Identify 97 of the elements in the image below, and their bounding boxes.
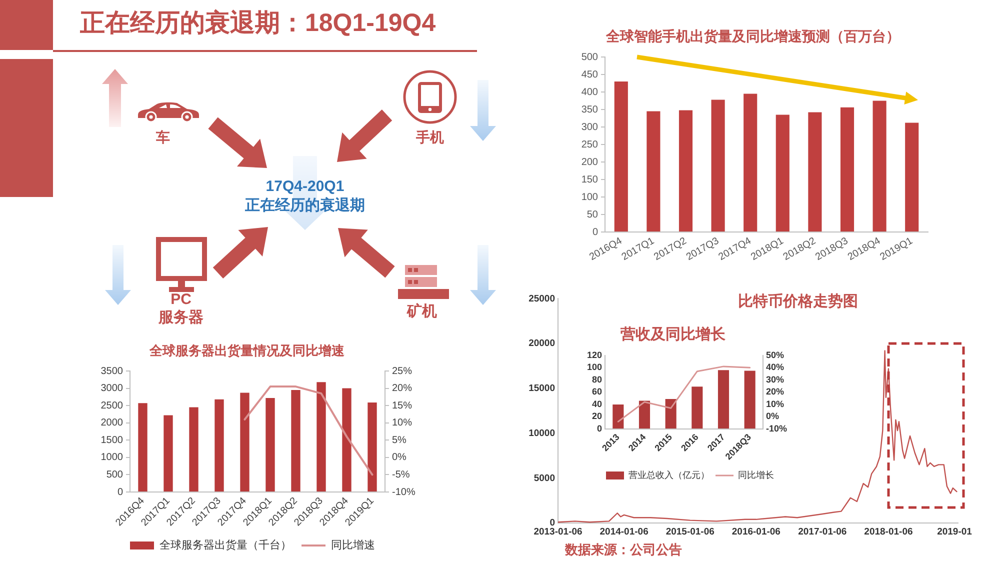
bar bbox=[342, 388, 352, 492]
y-tick-label: 3000 bbox=[100, 383, 124, 394]
bar bbox=[266, 398, 275, 492]
text: 矿机 bbox=[407, 303, 437, 320]
text: 正在经历的衰退期：18Q1-19Q4 bbox=[80, 9, 436, 38]
bar bbox=[612, 404, 624, 428]
x-tick-label: 2019-01 bbox=[937, 526, 973, 538]
chart-title: 全球智能手机出货量及同比增速预测（百万台） bbox=[606, 28, 900, 44]
bar bbox=[189, 407, 198, 492]
y2-tick-label: 40% bbox=[766, 362, 784, 372]
bar bbox=[368, 402, 377, 492]
bar bbox=[646, 111, 660, 232]
y2-tick-label: -10% bbox=[766, 423, 788, 434]
y-tick-label: 100 bbox=[581, 192, 598, 203]
y2-tick-label: 0% bbox=[392, 452, 407, 464]
text: 服务器 bbox=[158, 309, 204, 326]
y-tick-label: 400 bbox=[581, 86, 598, 98]
y-tick-label: 25000 bbox=[528, 293, 555, 304]
y2-tick-label: 25% bbox=[392, 366, 412, 377]
bar bbox=[776, 114, 790, 232]
y-tick-label: 300 bbox=[581, 122, 598, 133]
legend-label: 营业总收入（亿元） bbox=[628, 470, 710, 480]
y-tick-label: 20 bbox=[592, 411, 602, 422]
y-tick-label: 2000 bbox=[100, 418, 124, 429]
y2-tick-label: -5% bbox=[392, 469, 410, 480]
y-tick-label: 0 bbox=[592, 226, 598, 238]
y-tick-label: 0 bbox=[596, 423, 602, 434]
source-note: 数据来源：公司公告 bbox=[565, 542, 682, 558]
y-tick-label: 2500 bbox=[100, 400, 124, 412]
bar bbox=[840, 107, 854, 232]
bar bbox=[316, 382, 326, 492]
x-tick-label: 2017-01-06 bbox=[798, 526, 847, 538]
y-tick-label: 1500 bbox=[100, 434, 124, 446]
y-tick-label: 0 bbox=[550, 518, 555, 529]
y-tick-label: 500 bbox=[106, 469, 124, 480]
text: 17Q4-20Q1 bbox=[266, 178, 344, 196]
bar bbox=[808, 112, 822, 232]
bar bbox=[665, 398, 676, 428]
legend-label: 全球服务器出货量（千台） bbox=[160, 538, 292, 552]
chart-title: 营收及同比增长 bbox=[620, 326, 726, 344]
legend-label: 同比增长 bbox=[738, 470, 774, 480]
y2-tick-label: 10% bbox=[392, 418, 412, 429]
text: PC bbox=[170, 291, 192, 308]
y-tick-label: 500 bbox=[581, 52, 598, 63]
x-tick-label: 2015-01-06 bbox=[666, 526, 714, 538]
x-tick-label: 2018-01-06 bbox=[864, 526, 913, 538]
y-tick-label: 50 bbox=[586, 209, 598, 220]
y-tick-label: 20000 bbox=[528, 338, 555, 350]
bar bbox=[692, 386, 703, 428]
y-tick-label: 40 bbox=[592, 398, 602, 409]
text: 车 bbox=[156, 129, 170, 146]
y-tick-label: 150 bbox=[581, 174, 598, 186]
bar bbox=[240, 392, 250, 492]
x-tick-label: 2016-01-06 bbox=[732, 526, 780, 538]
y-tick-label: 250 bbox=[581, 139, 598, 150]
y-tick-label: 0 bbox=[117, 486, 124, 498]
bar bbox=[718, 370, 730, 428]
y-tick-label: 450 bbox=[581, 69, 598, 80]
y2-tick-label: 50% bbox=[766, 350, 784, 360]
bar bbox=[678, 110, 693, 232]
y2-tick-label: 5% bbox=[392, 434, 407, 446]
x-tick-label: 2014-01-06 bbox=[600, 526, 648, 538]
bar bbox=[872, 100, 886, 232]
y-tick-label: 3500 bbox=[100, 366, 124, 377]
y2-tick-label: 10% bbox=[766, 398, 784, 409]
y2-tick-label: 20% bbox=[766, 386, 784, 397]
y2-tick-label: -10% bbox=[392, 486, 416, 498]
bar bbox=[214, 399, 224, 492]
text: 手机 bbox=[416, 129, 444, 146]
bar bbox=[164, 415, 173, 492]
bar bbox=[905, 122, 919, 232]
y-tick-label: 5000 bbox=[534, 472, 555, 484]
legend-label: 同比增速 bbox=[331, 538, 375, 552]
y2-tick-label: 0% bbox=[766, 411, 780, 422]
y-tick-label: 100 bbox=[586, 362, 602, 372]
y-tick-label: 1000 bbox=[100, 452, 124, 464]
bar bbox=[138, 403, 148, 492]
bar bbox=[744, 94, 758, 232]
chart-title: 全球服务器出货量情况及同比增速 bbox=[150, 343, 344, 359]
y-tick-label: 200 bbox=[581, 156, 598, 168]
y2-tick-label: 30% bbox=[766, 374, 784, 384]
y-tick-label: 120 bbox=[586, 350, 602, 360]
chart-title: 比特币价格走势图 bbox=[738, 293, 858, 310]
bar bbox=[638, 400, 650, 428]
text: 正在经历的衰退期 bbox=[245, 197, 365, 214]
y2-tick-label: 15% bbox=[392, 400, 412, 412]
y-tick-label: 60 bbox=[592, 386, 602, 397]
y-tick-label: 15000 bbox=[528, 383, 555, 394]
y2-tick-label: 20% bbox=[392, 383, 412, 394]
bar bbox=[291, 390, 300, 492]
x-tick-label: 2013-01-06 bbox=[534, 526, 582, 538]
y-tick-label: 10000 bbox=[528, 428, 555, 439]
bar bbox=[744, 370, 756, 428]
bar bbox=[711, 100, 725, 232]
bar bbox=[614, 82, 628, 232]
y-tick-label: 80 bbox=[592, 374, 602, 384]
y-tick-label: 350 bbox=[581, 104, 598, 116]
